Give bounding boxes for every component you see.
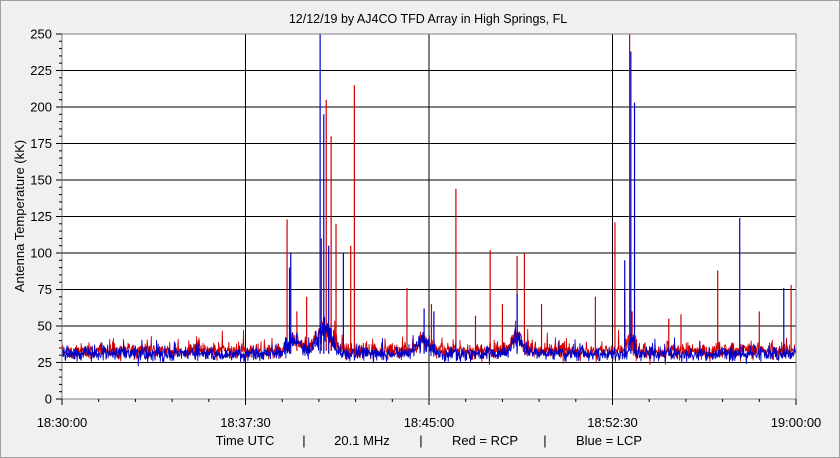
series-line-lcp [61,316,797,367]
footer-blue-lcp: Blue = LCP [576,433,642,448]
x-tick-label: 18:30:00 [37,415,88,430]
y-tick-label: 225 [30,63,52,78]
y-tick-labels: 0 25 50 75 100 125 150 175 200 225 250 [30,27,52,407]
y-tick-label: 50 [38,319,52,334]
y-tick-label: 125 [30,209,52,224]
footer-separator-1: | [302,433,305,448]
y-tick-label: 75 [38,282,52,297]
footer-legend: Time UTC | 20.1 MHz | Red = RCP | Blue =… [216,433,642,448]
footer-separator-2: | [419,433,422,448]
y-tick-label: 150 [30,173,52,188]
footer-red-rcp: Red = RCP [452,433,518,448]
y-tick-label: 175 [30,136,52,151]
ticks [56,33,797,405]
series-layer [61,34,797,367]
footer-frequency: 20.1 MHz [334,433,390,448]
footer-time-utc: Time UTC [216,433,275,448]
footer-separator-3: | [543,433,546,448]
y-tick-label: 0 [45,392,52,407]
y-tick-label: 100 [30,246,52,261]
y-tick-label: 200 [30,100,52,115]
chart-title: 12/12/19 by AJ4CO TFD Array in High Spri… [289,12,567,26]
x-tick-label: 18:45:00 [404,415,455,430]
y-tick-label: 250 [30,27,52,42]
x-tick-label: 18:37:30 [220,415,271,430]
y-tick-label: 25 [38,355,52,370]
x-tick-label: 19:00:00 [771,415,822,430]
x-tick-label: 18:52:30 [587,415,638,430]
y-axis-label: Antenna Temperature (kK) [12,140,27,292]
x-tick-labels: 18:30:00 18:37:30 18:45:00 18:52:30 19:00:00 [37,415,822,430]
